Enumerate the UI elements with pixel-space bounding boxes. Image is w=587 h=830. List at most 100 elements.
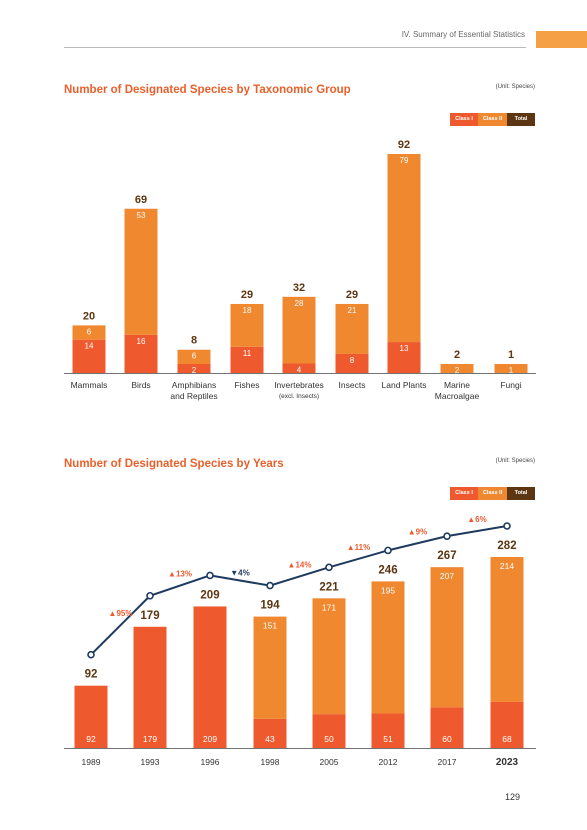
chart1-category-label: Fungi	[500, 380, 521, 390]
chart2-label-class2: 195	[381, 585, 395, 595]
chart1-legend: Class I Class II Total	[450, 113, 535, 126]
chart2-total-label: 179	[140, 610, 159, 622]
chart2-label-class1: 50	[324, 734, 334, 744]
header-divider	[64, 47, 526, 48]
chart2-bar-class1	[490, 701, 524, 748]
chart1-bar-class2	[494, 364, 528, 373]
chart2-total-point	[325, 563, 333, 572]
chart2-total-point	[503, 522, 511, 530]
chart2-bar-class1	[312, 714, 346, 748]
chart1-bar-class2	[124, 208, 158, 335]
chart1-label-class2: 18	[243, 306, 252, 315]
chart1-category-label: Insects	[339, 380, 366, 390]
chart2-total-point	[443, 532, 451, 540]
page-header: IV. Summary of Essential Statistics	[0, 0, 587, 60]
chart1-label-class2: 79	[400, 156, 409, 165]
chart2-total-label: 92	[85, 669, 98, 681]
chart2-label-class2: 151	[263, 621, 277, 631]
chart2-total-label: 209	[200, 589, 219, 601]
chart1-category-label: Fishes	[234, 380, 259, 390]
chart2-label-class2: 171	[322, 602, 336, 612]
chart1-bar-class2	[177, 349, 211, 364]
chart1-bar-class2	[282, 296, 316, 364]
chart2-title: Number of Designated Species by Years	[64, 458, 284, 470]
chart2-change-label: ▲95%	[109, 609, 133, 618]
legend-total: Total	[507, 487, 535, 500]
chart1-category-label: Birds	[131, 380, 150, 390]
chart1-label-class2: 28	[295, 299, 304, 308]
chart2-change-label: ▲13%	[168, 570, 192, 579]
chart2-bar-class1	[253, 718, 287, 748]
legend-class1: Class I	[450, 487, 478, 500]
page-number: 129	[505, 792, 521, 802]
chart1-bar-class1	[124, 334, 158, 373]
chart2-label-class1: 43	[265, 734, 275, 744]
chart1-title: Number of Designated Species by Taxonomi…	[64, 84, 351, 96]
chart1-label-class1: 14	[85, 342, 94, 351]
chart2-bar-class1	[133, 626, 167, 748]
chart1-category-label: Macroalgae	[435, 391, 480, 401]
chart1-label-class1: 11	[243, 349, 252, 358]
chart2-bar-class1	[193, 606, 227, 748]
chart1-unit: (Unit: Species)	[495, 84, 535, 90]
chart1-total-label: 1	[508, 349, 514, 361]
legend-class2: Class II	[478, 487, 507, 500]
chart2-label-class2: 207	[440, 571, 454, 581]
chart2-total-point	[384, 546, 392, 555]
chart2-year-label: 2005	[320, 757, 339, 767]
chart2-total-point	[266, 581, 274, 590]
chart1-total-label: 8	[191, 335, 197, 347]
chart2-total-label: 221	[319, 581, 339, 593]
chart1-bar-class1	[282, 363, 316, 373]
chart2-bar-class1	[371, 713, 405, 748]
chart1-total-label: 69	[135, 194, 147, 206]
chart2-year-label: 1989	[82, 757, 101, 767]
chart1-label-class1: 4	[297, 365, 302, 374]
chart1-bar-class2	[230, 303, 264, 347]
chart2-bar-class2	[253, 616, 287, 719]
chart2-change-label: ▲6%	[467, 515, 486, 524]
chart2-label-class1: 51	[383, 734, 393, 744]
chart2-bar-class1	[74, 685, 108, 748]
chart1-label-class2: 21	[348, 306, 357, 315]
chart1-label-class1: 16	[137, 337, 146, 346]
chart1-label-class2: 6	[192, 352, 197, 361]
chart1-label-class2: 53	[137, 211, 146, 220]
chart1-bar-class2	[335, 303, 369, 354]
chart1-bar-class1	[387, 342, 421, 373]
chart1-total-label: 20	[83, 310, 95, 322]
chart2-bar-class2	[430, 567, 464, 708]
chart1-bar-class1	[335, 353, 369, 373]
chart2-bar-class2	[312, 598, 346, 715]
legend-class1: Class I	[450, 113, 478, 126]
chart1-label-class2: 6	[87, 327, 92, 336]
chart1-total-label: 92	[398, 139, 410, 151]
chart1-category-label: Mammals	[71, 380, 108, 390]
chart1-bar-class2	[440, 364, 474, 373]
chart2-year-label: 1996	[201, 757, 220, 767]
chart1-bar-class2	[72, 325, 106, 340]
section-title: IV. Summary of Essential Statistics	[401, 30, 525, 39]
chart1-total-label: 2	[454, 349, 460, 361]
chart2-year-label: 1998	[261, 757, 280, 767]
chart2-bar-class1	[430, 707, 464, 748]
chart2-label-class2: 214	[500, 561, 514, 571]
chart2-label-class1: 209	[203, 734, 217, 744]
chart2-total-point	[87, 650, 95, 659]
chart1-label-class1: 13	[400, 344, 409, 353]
chart2-total-label: 194	[260, 600, 280, 612]
chart2-change-label: ▲9%	[408, 527, 427, 536]
chart1-total-label: 29	[346, 289, 358, 301]
chart2-unit: (Unit: Species)	[495, 458, 535, 464]
chart1-bar-class1	[230, 346, 264, 373]
chart2-change-label: ▲14%	[288, 560, 312, 569]
chart1-category-label: and Reptiles	[170, 391, 217, 401]
chart1-total-label: 29	[241, 289, 253, 301]
chart2-label-class1: 68	[502, 734, 512, 744]
chart1-bar-class2	[387, 154, 421, 343]
chart2-total-point	[206, 571, 214, 580]
chart2-total-line	[90, 525, 508, 656]
chart2-total-point	[146, 591, 154, 600]
chart2-bar-class2	[371, 581, 405, 714]
